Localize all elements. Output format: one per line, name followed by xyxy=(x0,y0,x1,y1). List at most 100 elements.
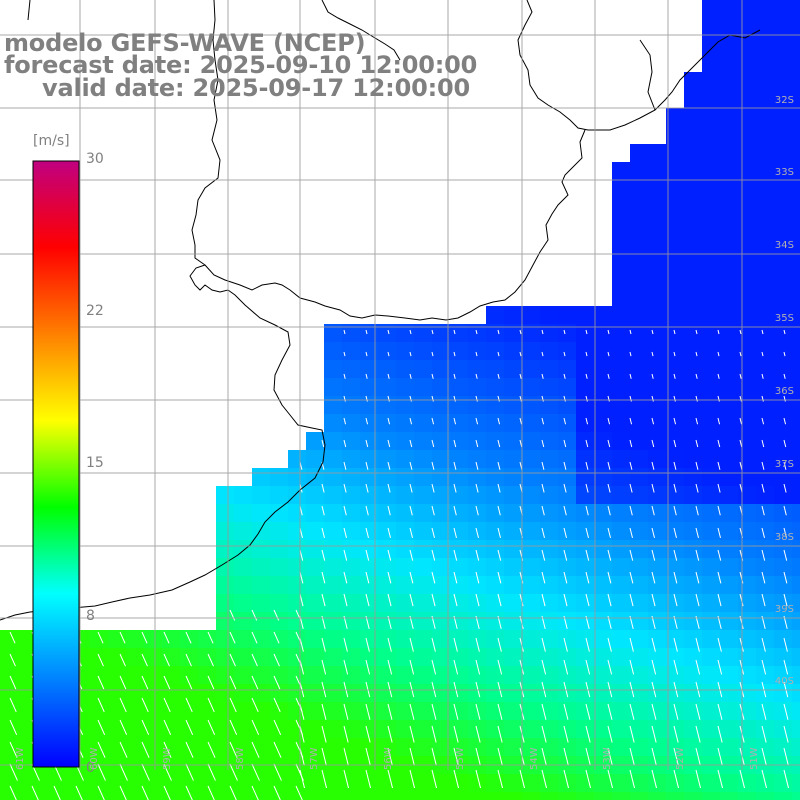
wind-cell xyxy=(756,252,774,270)
wind-cell xyxy=(720,468,738,486)
wind-arrow xyxy=(409,725,415,743)
wind-arrow xyxy=(585,329,588,335)
wind-cell xyxy=(594,360,612,378)
wind-cell xyxy=(720,288,738,306)
wind-cell xyxy=(414,792,432,800)
wind-cell xyxy=(630,450,648,468)
wind-arrow xyxy=(343,483,347,493)
wind-cell xyxy=(342,774,360,792)
wind-arrow xyxy=(695,329,698,335)
wind-cell xyxy=(414,684,432,702)
wind-cell xyxy=(666,576,684,594)
wind-cell xyxy=(648,396,666,414)
wind-cell xyxy=(684,720,702,738)
wind-cell xyxy=(738,72,756,90)
wind-cell xyxy=(288,666,306,684)
wind-cell xyxy=(162,630,180,648)
wind-cell xyxy=(774,684,792,702)
wind-arrow xyxy=(497,549,502,561)
longitude-label: 51W xyxy=(749,747,760,770)
wind-cell xyxy=(342,558,360,576)
wind-cell xyxy=(720,576,738,594)
wind-cell xyxy=(558,792,576,800)
wind-arrow xyxy=(185,719,194,736)
wind-cell xyxy=(360,450,378,468)
wind-cell xyxy=(270,522,288,540)
wind-arrow xyxy=(299,637,304,652)
wind-cell xyxy=(504,306,522,324)
wind-cell xyxy=(720,108,738,126)
wind-cell xyxy=(396,540,414,558)
wind-cell xyxy=(630,216,648,234)
wind-cell xyxy=(468,738,486,756)
wind-cell xyxy=(684,72,702,90)
wind-cell xyxy=(684,558,702,576)
wind-cell xyxy=(720,720,738,738)
wind-cell xyxy=(540,432,558,450)
wind-cell xyxy=(738,306,756,324)
wind-cell xyxy=(234,648,252,666)
wind-cell xyxy=(630,648,648,666)
wind-arrow xyxy=(409,417,413,425)
wind-cell xyxy=(612,738,630,756)
wind-arrow xyxy=(343,571,348,584)
wind-cell xyxy=(360,576,378,594)
wind-cell xyxy=(612,234,630,252)
wind-cell xyxy=(324,576,342,594)
wind-arrow xyxy=(431,549,436,561)
wind-cell xyxy=(504,666,522,684)
wind-cell xyxy=(432,774,450,792)
wind-arrow xyxy=(9,631,16,644)
wind-cell xyxy=(396,522,414,540)
wind-cell xyxy=(414,432,432,450)
wind-arrow xyxy=(783,593,788,607)
wind-cell xyxy=(378,630,396,648)
wind-arrow xyxy=(431,329,434,335)
wind-cell xyxy=(612,612,630,630)
wind-arrow xyxy=(453,747,459,766)
wind-arrow xyxy=(185,785,193,800)
wind-cell xyxy=(486,792,504,800)
wind-arrow xyxy=(761,395,764,402)
wind-cell xyxy=(432,522,450,540)
wind-cell xyxy=(378,486,396,504)
wind-cell xyxy=(612,450,630,468)
wind-cell xyxy=(306,684,324,702)
wind-arrow xyxy=(387,725,393,743)
wind-arrow xyxy=(783,571,788,584)
wind-cell xyxy=(486,540,504,558)
wind-arrow xyxy=(783,659,789,675)
wind-cell xyxy=(774,72,792,90)
wind-arrow xyxy=(673,505,677,516)
wind-cell xyxy=(324,522,342,540)
wind-cell xyxy=(612,630,630,648)
wind-arrow xyxy=(185,741,194,758)
wind-cell xyxy=(702,18,720,36)
wind-arrow xyxy=(475,505,479,516)
wind-cell xyxy=(720,594,738,612)
wind-arrow xyxy=(497,659,503,675)
wind-arrow xyxy=(475,417,479,425)
wind-cell xyxy=(648,144,666,162)
wind-arrow xyxy=(607,483,611,493)
wind-cell xyxy=(540,504,558,522)
wind-cell xyxy=(306,594,324,612)
wind-cell xyxy=(450,450,468,468)
wind-arrow xyxy=(229,763,238,781)
wind-arrow xyxy=(475,373,478,379)
wind-cell xyxy=(558,324,576,342)
wind-cell xyxy=(252,720,270,738)
wind-cell xyxy=(450,504,468,522)
wind-arrow xyxy=(497,593,502,607)
wind-cell xyxy=(576,702,594,720)
wind-cell xyxy=(432,342,450,360)
wind-arrow xyxy=(453,769,459,789)
wind-cell xyxy=(720,252,738,270)
wind-cell xyxy=(360,432,378,450)
wind-cell xyxy=(630,486,648,504)
wind-cell xyxy=(684,792,702,800)
wind-arrow xyxy=(651,769,657,789)
wind-arrow xyxy=(585,593,590,607)
wind-arrow xyxy=(585,373,588,379)
wind-cell xyxy=(720,342,738,360)
